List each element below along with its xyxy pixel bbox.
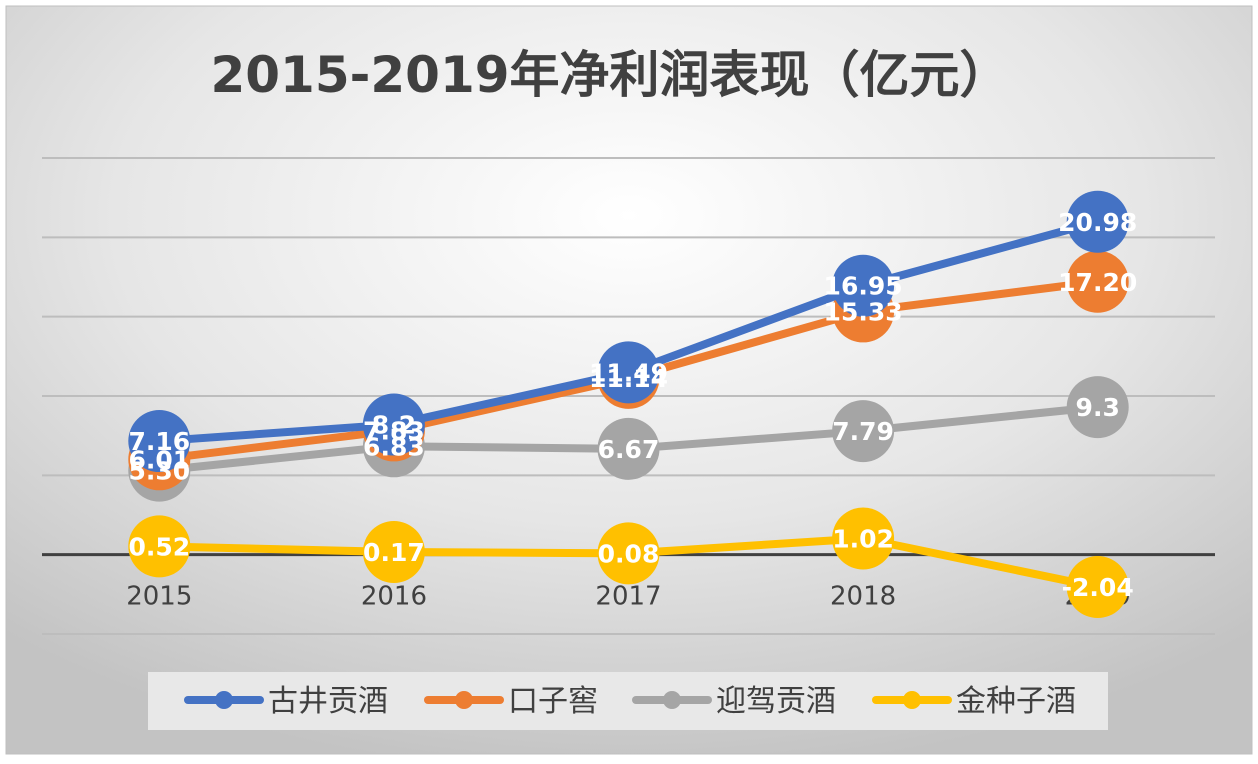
chart-title: 2015-2019年净利润表现（亿元） xyxy=(210,46,1009,104)
data-point xyxy=(1066,376,1129,439)
gridlines xyxy=(42,157,1215,635)
data-point xyxy=(597,522,660,585)
series-group xyxy=(128,190,1129,619)
data-label: 6.01 xyxy=(128,445,190,474)
data-label: 0.17 xyxy=(363,538,425,567)
data-point xyxy=(832,254,895,317)
data-point xyxy=(1066,250,1129,313)
data-label: 7.79 xyxy=(832,417,894,446)
data-label: 6.83 xyxy=(363,432,425,461)
x-tick-label: 2018 xyxy=(830,582,896,612)
data-point xyxy=(832,507,895,570)
legend-label: 金种子酒 xyxy=(956,684,1076,719)
data-label: 15.33 xyxy=(824,297,903,326)
data-label: 6.67 xyxy=(598,435,660,464)
legend-marker xyxy=(663,691,681,709)
legend-label: 古井贡酒 xyxy=(268,684,388,719)
legend: 古井贡酒 口子窖 迎驾贡酒 金种子酒 xyxy=(184,684,1076,719)
data-label: 0.08 xyxy=(598,539,660,568)
x-tick-label: 2016 xyxy=(361,582,427,612)
data-point xyxy=(1066,190,1129,253)
data-label: 7.16 xyxy=(128,427,190,456)
data-label: 7.83 xyxy=(363,416,425,445)
legend-label: 口子窖 xyxy=(508,684,598,719)
data-label: 11.14 xyxy=(589,364,668,393)
legend-marker xyxy=(215,691,233,709)
x-tick-label: 2015 xyxy=(126,582,192,612)
data-point xyxy=(597,341,660,404)
data-point xyxy=(362,393,425,456)
legend-marker xyxy=(903,691,921,709)
data-label: 1.02 xyxy=(832,524,894,553)
data-point xyxy=(1066,556,1129,619)
data-labels: 0.52 0.17 0.08 1.02 -2.04 5.30 6.83 6.67 7.79 9.3… xyxy=(128,208,1137,602)
data-label: 17.20 xyxy=(1058,268,1137,297)
data-label: 16.95 xyxy=(824,272,903,301)
data-label: -2.04 xyxy=(1062,573,1134,602)
data-label: 8.2 xyxy=(372,411,416,440)
data-point xyxy=(832,400,895,463)
x-tick-label: 2017 xyxy=(595,582,661,612)
data-label: 0.52 xyxy=(128,532,190,561)
data-point xyxy=(128,410,191,473)
data-label: 9.3 xyxy=(1076,393,1120,422)
data-point xyxy=(128,515,191,578)
data-point xyxy=(597,417,660,480)
legend-marker xyxy=(455,691,473,709)
legend-label: 迎驾贡酒 xyxy=(716,684,836,719)
data-label: 5.30 xyxy=(128,457,190,486)
data-label: 20.98 xyxy=(1058,208,1137,237)
data-label: 11.49 xyxy=(589,358,668,387)
data-point xyxy=(362,520,425,583)
